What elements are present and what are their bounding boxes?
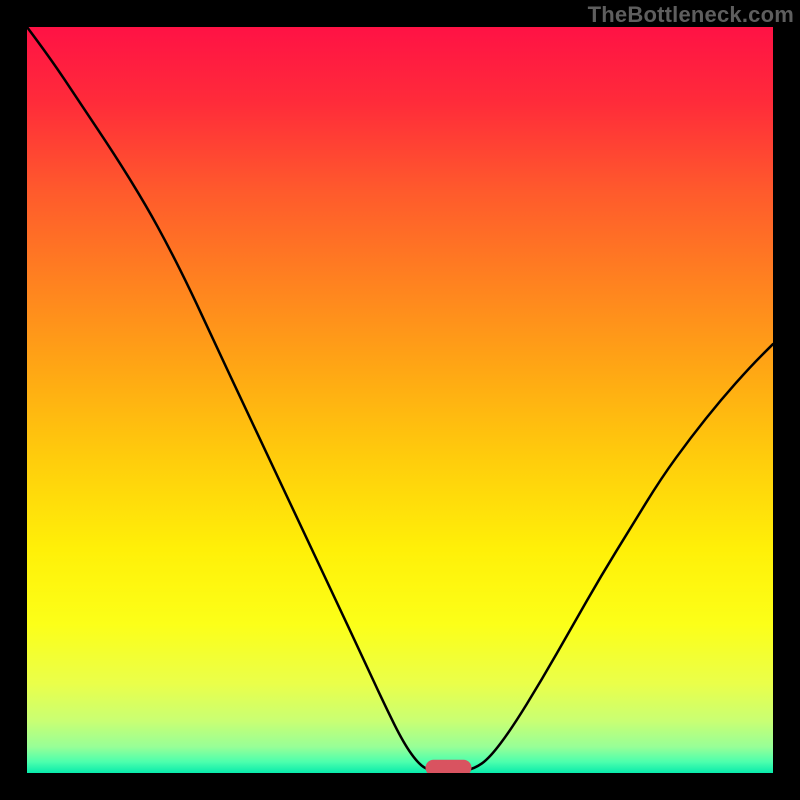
gradient-background: [27, 27, 773, 773]
chart-canvas: [0, 0, 800, 800]
plot-area: [27, 27, 773, 776]
bottleneck-chart: TheBottleneck.com: [0, 0, 800, 800]
